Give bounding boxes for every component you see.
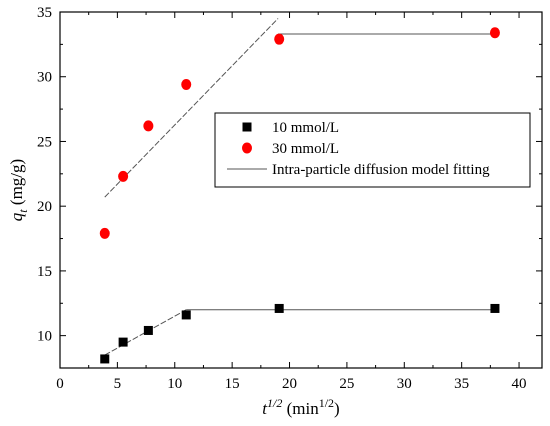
x-axis-title-unit-sup: 1/2 bbox=[319, 396, 334, 410]
data-point-series-1 bbox=[99, 227, 110, 239]
x-tick-label: 25 bbox=[339, 376, 354, 392]
legend-label-30mmol: 30 mmol/L bbox=[272, 141, 339, 157]
data-point-series-1 bbox=[274, 33, 285, 45]
y-tick-label: 20 bbox=[37, 199, 52, 215]
y-tick-label: 35 bbox=[37, 5, 52, 21]
y-axis-title: qt (mg/g) bbox=[7, 159, 30, 221]
legend-box bbox=[214, 112, 531, 188]
x-axis-title-unit: (min bbox=[282, 399, 319, 418]
data-point-series-0 bbox=[490, 303, 500, 313]
x-tick-label: 20 bbox=[282, 376, 297, 392]
plot-area-frame bbox=[59, 11, 543, 369]
legend-label-10mmol: 10 mmol/L bbox=[272, 120, 339, 136]
y-tick-label: 30 bbox=[37, 70, 52, 86]
y-tick-labels: 10 15 20 25 30 35 bbox=[37, 5, 52, 345]
x-tick-label: 5 bbox=[114, 376, 122, 392]
fit-lines bbox=[104, 18, 495, 356]
y-tick-label: 10 bbox=[37, 329, 52, 345]
data-point-series-1 bbox=[489, 27, 500, 39]
y-axis-title-unit: (mg/g) bbox=[7, 159, 26, 210]
y-axis-title-var: q bbox=[7, 212, 26, 221]
data-point-series-1 bbox=[118, 170, 129, 182]
x-axis-title-unit-close: ) bbox=[334, 399, 340, 418]
y-tick-label: 25 bbox=[37, 134, 52, 150]
data-point-series-0 bbox=[100, 354, 110, 364]
legend: 10 mmol/L 30 mmol/L Intra-particle diffu… bbox=[214, 112, 531, 188]
x-axis-title: t1/2 (min1/2) bbox=[262, 396, 339, 418]
fit-line-2 bbox=[104, 18, 279, 198]
legend-marker-10mmol bbox=[242, 122, 252, 132]
x-tick-label: 0 bbox=[56, 376, 64, 392]
x-tick-labels: 0 5 10 15 20 25 30 35 40 bbox=[56, 376, 526, 392]
x-tick-label: 10 bbox=[167, 376, 182, 392]
x-tick-label: 30 bbox=[397, 376, 412, 392]
data-point-series-0 bbox=[181, 310, 191, 320]
x-axis-title-var: t bbox=[262, 399, 268, 418]
x-tick-label: 15 bbox=[225, 376, 240, 392]
data-point-series-0 bbox=[143, 325, 153, 335]
data-point-series-0 bbox=[118, 337, 128, 347]
y-axis-title-sub: t bbox=[16, 209, 30, 213]
x-tick-label: 35 bbox=[454, 376, 469, 392]
fit-line-0 bbox=[104, 309, 187, 356]
data-point-series-1 bbox=[181, 78, 192, 90]
data-point-series-1 bbox=[143, 120, 154, 132]
data-markers bbox=[99, 27, 500, 364]
y-tick-label: 15 bbox=[37, 264, 52, 280]
data-point-series-0 bbox=[274, 303, 284, 313]
legend-marker-30mmol bbox=[242, 142, 252, 154]
axis-ticks bbox=[59, 11, 542, 368]
x-tick-label: 40 bbox=[512, 376, 527, 392]
x-axis-title-sup: 1/2 bbox=[267, 396, 282, 410]
legend-label-fit: Intra-particle diffusion model fitting bbox=[272, 162, 490, 178]
